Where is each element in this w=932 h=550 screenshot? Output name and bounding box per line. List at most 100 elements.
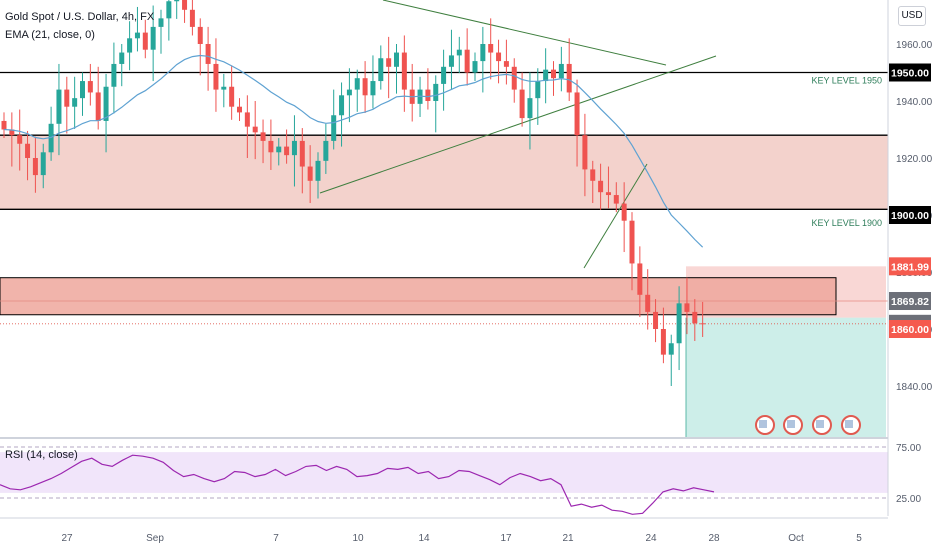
candle-body xyxy=(174,0,180,2)
price-tick-label: 1940.00 xyxy=(896,97,932,108)
price-tick-label: 1840.00 xyxy=(896,382,932,393)
candle-body xyxy=(346,89,352,96)
candle-body xyxy=(653,311,659,329)
trendline-lower xyxy=(319,55,717,194)
price-label-box xyxy=(889,320,931,338)
candle-body xyxy=(1,120,7,130)
candle-body xyxy=(566,63,572,93)
candle-body xyxy=(582,135,588,170)
candle-body xyxy=(127,38,133,53)
candle-body xyxy=(299,140,305,167)
currency-button[interactable]: USD xyxy=(898,6,926,26)
price-tick-label: 1960.00 xyxy=(896,40,932,51)
candle-body xyxy=(472,61,478,73)
candle-body xyxy=(511,66,517,90)
candle-body xyxy=(64,89,70,107)
candle-body xyxy=(370,81,376,96)
candle-body xyxy=(276,146,282,153)
trendline-channel xyxy=(583,163,648,269)
time-tick-label: Sep xyxy=(146,533,164,544)
rsi-tick-label: 75.00 xyxy=(896,443,921,454)
candle-body xyxy=(621,203,627,221)
candle-body xyxy=(551,69,556,79)
candle-body xyxy=(166,1,172,19)
candle-body xyxy=(111,63,117,87)
candle-body xyxy=(488,44,494,53)
candle-body xyxy=(339,95,345,116)
price-label-box xyxy=(889,206,931,224)
candle-body xyxy=(197,26,203,44)
rsi-legend: RSI (14, close) xyxy=(5,449,78,461)
candle-body xyxy=(535,81,541,99)
time-tick-label: 28 xyxy=(708,533,720,544)
candle-body xyxy=(692,311,698,324)
candle-body xyxy=(645,294,651,312)
candle-body xyxy=(637,263,643,295)
candle-body xyxy=(284,146,290,156)
candle-body xyxy=(307,166,313,181)
candle-body xyxy=(205,44,211,64)
economic-event-icon xyxy=(841,415,861,435)
candle-body xyxy=(158,18,164,27)
candle-body xyxy=(605,192,611,196)
candle-body xyxy=(72,98,78,107)
candle-body xyxy=(425,89,431,101)
economic-event-icon xyxy=(783,415,803,435)
price-label: 1950.00 xyxy=(891,68,929,80)
candle-body xyxy=(40,152,46,176)
candle-body xyxy=(331,115,337,141)
candle-body xyxy=(103,86,109,121)
candle-body xyxy=(9,129,15,136)
candle-body xyxy=(119,52,125,64)
candle-body xyxy=(80,81,85,99)
price-label: 1869.82 xyxy=(891,296,929,308)
candle-body xyxy=(291,140,297,156)
economic-event-icon xyxy=(755,415,775,435)
price-label-box xyxy=(889,292,931,311)
candle-body xyxy=(260,132,266,141)
time-tick-label: 17 xyxy=(500,533,512,544)
candle-body xyxy=(134,32,140,39)
candle-body xyxy=(213,63,219,90)
candle-body xyxy=(613,195,619,204)
candle-body xyxy=(598,180,604,193)
candle-body xyxy=(527,98,533,119)
economic-event-icon xyxy=(812,415,832,435)
price-label: 1881.99 xyxy=(891,261,929,273)
price-label: 1860.00 xyxy=(891,324,929,336)
time-tick-label: 5 xyxy=(856,533,862,544)
trendline-upper xyxy=(382,0,667,66)
candle-body xyxy=(315,160,321,181)
flag-icon xyxy=(759,420,767,428)
symbol-legend: Gold Spot / U.S. Dollar, 4h, FX xyxy=(5,11,155,23)
candle-body xyxy=(519,89,525,119)
candle-body xyxy=(441,66,447,84)
candle-body xyxy=(354,78,360,90)
key-zone xyxy=(0,277,837,316)
time-tick-label: 10 xyxy=(352,533,364,544)
time-tick-label: Oct xyxy=(788,533,804,544)
candle-body xyxy=(189,9,195,27)
price-label-box xyxy=(889,257,931,276)
candle-body xyxy=(433,83,439,101)
candle-body xyxy=(87,81,93,93)
resistance-zone xyxy=(0,135,888,210)
price-label: 1900.00 xyxy=(891,210,929,222)
candle-body xyxy=(95,92,101,121)
candle-body xyxy=(464,49,470,73)
candle-body xyxy=(448,55,454,67)
flag-icon xyxy=(845,420,853,428)
candle-body xyxy=(32,158,38,176)
candle-body xyxy=(668,343,674,355)
time-tick-label: 24 xyxy=(645,533,657,544)
flag-icon xyxy=(787,420,795,428)
price-label-box xyxy=(889,63,931,82)
candle-body xyxy=(323,140,329,161)
key-level-annotation: KEY LEVEL 1900 xyxy=(811,218,882,228)
candle-body xyxy=(456,49,462,56)
candle-body xyxy=(590,169,596,181)
candle-body xyxy=(48,123,54,153)
candle-body xyxy=(150,26,156,50)
candle-body xyxy=(244,112,250,127)
